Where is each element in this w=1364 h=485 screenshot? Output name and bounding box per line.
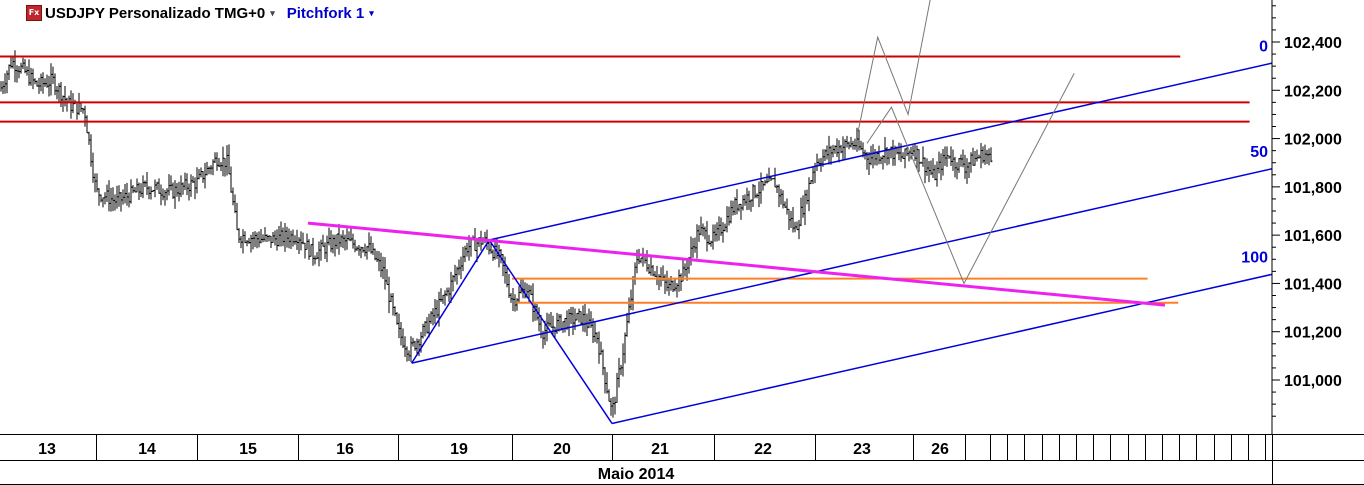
price-tick-label: 101,800: [1284, 180, 1342, 197]
price-tick-label: 101,200: [1284, 325, 1342, 342]
price-axis: 102,400 102,200 102,000 101,800 101,600 101,4…: [1271, 0, 1342, 434]
day-label: 22: [754, 441, 772, 458]
day-label: 21: [651, 441, 669, 458]
study-dropdown-icon[interactable]: ▾: [369, 7, 374, 18]
pitchfork-upper-tine: [489, 62, 1272, 241]
chart-header: Fx USDJPY Personalizado TMG+0 ▾ Pitchfor…: [26, 3, 374, 23]
pitchfork-level-label: 100: [1241, 250, 1268, 267]
pitchfork: [411, 62, 1272, 425]
pitchfork-handle: [411, 239, 490, 364]
date-axis: 13 14 15 16 19 20 21 22 23 26 Maio 2014: [0, 434, 1364, 485]
pitchfork-level-label: 0: [1259, 38, 1268, 55]
projection-upper: [857, 0, 931, 132]
day-label: 23: [853, 441, 871, 458]
pitchfork-lower-tine: [611, 273, 1272, 425]
price-tick-label: 102,200: [1284, 83, 1342, 100]
fx-symbol-icon: Fx: [26, 5, 42, 21]
day-label: 26: [931, 441, 949, 458]
day-label: 20: [553, 441, 571, 458]
month-label: Maio 2014: [598, 466, 675, 483]
day-label: 14: [138, 441, 156, 458]
study-title[interactable]: Pitchfork 1: [286, 4, 365, 22]
price-tick-label: 101,600: [1284, 228, 1342, 245]
symbol-dropdown-icon[interactable]: ▾: [270, 7, 275, 18]
day-label: 13: [38, 441, 56, 458]
pitchfork-median-line: [411, 167, 1272, 364]
day-label: 19: [450, 441, 468, 458]
magenta-trendline: [307, 221, 1166, 307]
price-tick-label: 101,400: [1284, 276, 1342, 293]
day-label: 15: [239, 441, 257, 458]
price-tick-label: 102,400: [1284, 35, 1342, 52]
pitchfork-level-label: 50: [1250, 144, 1268, 161]
price-series: [0, 50, 993, 418]
price-tick-label: 102,000: [1284, 132, 1342, 149]
symbol-title[interactable]: USDJPY Personalizado TMG+0: [45, 4, 266, 22]
projection-lower: [866, 73, 1075, 285]
price-tick-label: 101,000: [1284, 373, 1342, 390]
plot-area: [0, 0, 1272, 425]
day-label: 16: [336, 441, 354, 458]
